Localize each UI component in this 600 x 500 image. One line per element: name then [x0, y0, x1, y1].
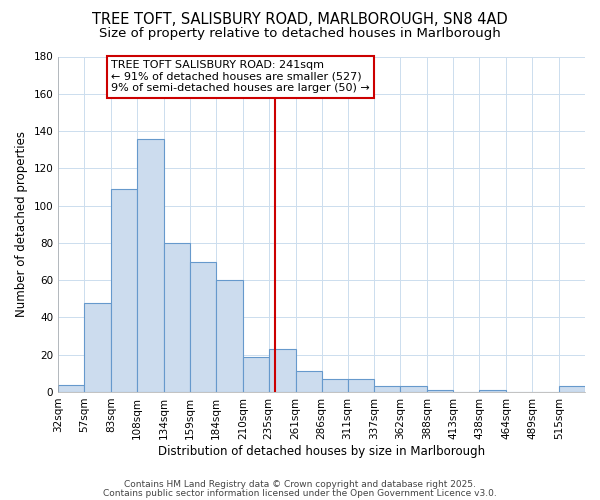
Bar — [347, 379, 374, 392]
Text: Contains public sector information licensed under the Open Government Licence v3: Contains public sector information licen… — [103, 488, 497, 498]
Bar — [190, 262, 216, 392]
Bar — [84, 302, 111, 392]
Bar — [322, 379, 347, 392]
X-axis label: Distribution of detached houses by size in Marlborough: Distribution of detached houses by size … — [158, 444, 485, 458]
Text: TREE TOFT SALISBURY ROAD: 241sqm
← 91% of detached houses are smaller (527)
9% o: TREE TOFT SALISBURY ROAD: 241sqm ← 91% o… — [111, 60, 370, 94]
Text: Contains HM Land Registry data © Crown copyright and database right 2025.: Contains HM Land Registry data © Crown c… — [124, 480, 476, 489]
Bar — [269, 349, 296, 392]
Text: Size of property relative to detached houses in Marlborough: Size of property relative to detached ho… — [99, 28, 501, 40]
Bar — [164, 243, 190, 392]
Bar — [216, 280, 243, 392]
Bar — [58, 384, 84, 392]
Y-axis label: Number of detached properties: Number of detached properties — [15, 131, 28, 317]
Bar — [137, 138, 164, 392]
Bar — [479, 390, 506, 392]
Bar — [559, 386, 585, 392]
Bar — [111, 189, 137, 392]
Text: TREE TOFT, SALISBURY ROAD, MARLBOROUGH, SN8 4AD: TREE TOFT, SALISBURY ROAD, MARLBOROUGH, … — [92, 12, 508, 28]
Bar — [400, 386, 427, 392]
Bar — [374, 386, 400, 392]
Bar — [296, 372, 322, 392]
Bar — [243, 356, 269, 392]
Bar — [427, 390, 453, 392]
